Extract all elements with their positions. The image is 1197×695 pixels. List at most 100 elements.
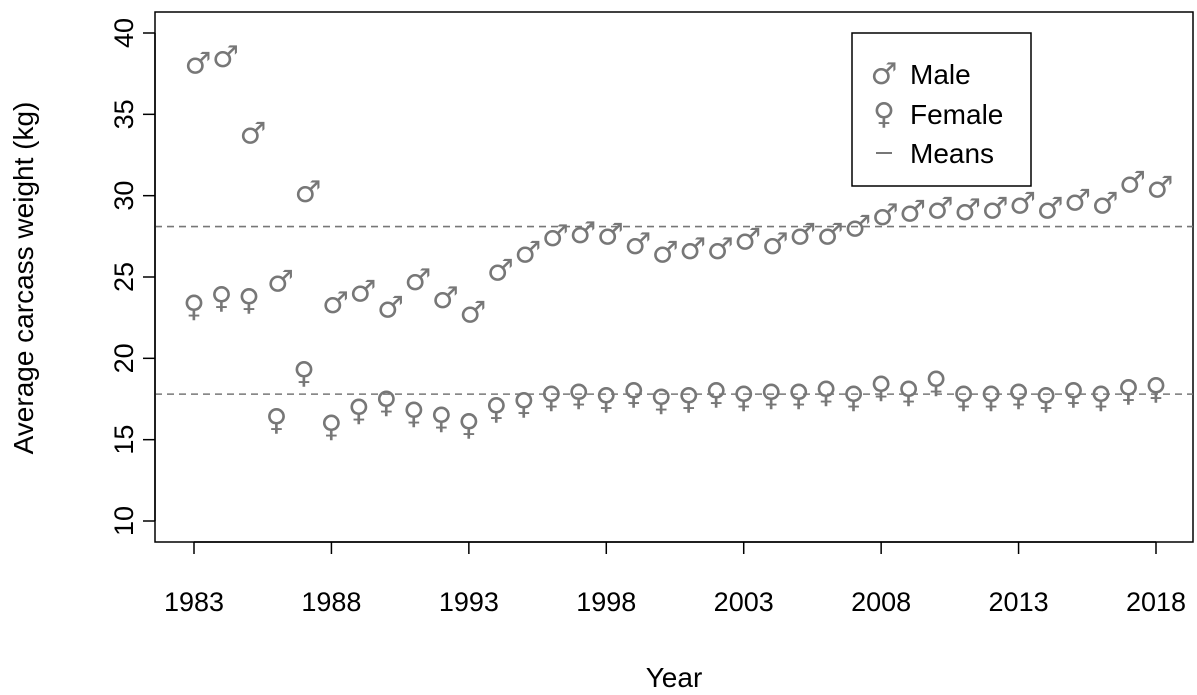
female-point: ♀ (1008, 379, 1030, 414)
male-point: ♂ (844, 209, 871, 244)
male-point: ♂ (1092, 187, 1119, 222)
female-point: ♀ (320, 410, 342, 445)
male-point: ♂ (1009, 187, 1036, 222)
legend-male-symbol: ♂ (871, 57, 898, 92)
female-point: ♀ (1118, 374, 1140, 409)
x-tick-label: 1998 (576, 587, 636, 617)
male-point: ♂ (240, 117, 267, 152)
x-tick-label: 2003 (714, 587, 774, 617)
male-point: ♂ (322, 286, 349, 321)
legend-means-label: Means (910, 138, 994, 169)
male-point: ♂ (212, 40, 239, 75)
female-point: ♀ (183, 289, 205, 324)
x-axis: 1983 1988 1993 1998 2003 2008 2013 2018 (164, 541, 1186, 617)
female-point: ♀ (870, 371, 892, 406)
male-point: ♂ (817, 217, 844, 252)
female-point: ♀ (953, 380, 975, 415)
male-point: ♂ (349, 274, 376, 309)
female-point: ♀ (403, 397, 425, 432)
male-point: ♂ (1147, 170, 1174, 205)
y-tick-label: 10 (109, 506, 139, 536)
male-point: ♂ (569, 216, 596, 251)
x-tick-label: 1983 (164, 587, 224, 617)
female-point: ♀ (485, 392, 507, 427)
y-tick-label: 40 (109, 18, 139, 48)
y-tick-label: 30 (109, 181, 139, 211)
y-tick-label: 20 (109, 343, 139, 373)
male-point: ♂ (1119, 165, 1146, 200)
y-tick-label: 35 (109, 99, 139, 129)
male-point: ♂ (762, 227, 789, 262)
plot-frame (154, 11, 1194, 543)
male-point: ♂ (1064, 183, 1091, 218)
x-tick-label: 2008 (851, 587, 911, 617)
female-point: ♀ (458, 408, 480, 443)
female-point: ♀ (568, 379, 590, 414)
male-point: ♂ (404, 263, 431, 298)
male-point: ♂ (624, 227, 651, 262)
male-point: ♂ (734, 222, 761, 257)
female-point: ♀ (788, 379, 810, 414)
male-point: ♂ (707, 232, 734, 267)
female-point: ♀ (1090, 380, 1112, 415)
male-point: ♂ (927, 191, 954, 226)
female-point: ♀ (815, 375, 837, 410)
female-point: ♀ (210, 281, 232, 316)
y-axis-label: Average carcass weight (kg) (8, 102, 39, 455)
female-point: ♀ (265, 403, 287, 438)
x-tick-label: 2018 (1126, 587, 1186, 617)
female-point: ♀ (843, 380, 865, 415)
x-tick-label: 1988 (301, 587, 361, 617)
legend-male-label: Male (910, 59, 971, 90)
male-point: ♂ (982, 191, 1009, 226)
female-point: ♀ (540, 380, 562, 415)
male-point: ♂ (652, 235, 679, 270)
female-point: ♀ (650, 384, 672, 419)
legend-female-symbol: ♀ (873, 97, 895, 132)
male-point: ♂ (487, 253, 514, 288)
female-point: ♀ (980, 380, 1002, 415)
female-point: ♀ (1035, 382, 1057, 417)
female-point: ♀ (1063, 377, 1085, 412)
legend: ♂ Male ♀ Female Means (851, 32, 1032, 187)
male-point: ♂ (789, 217, 816, 252)
legend-box (851, 32, 1032, 187)
x-axis-label: Year (646, 662, 703, 693)
female-point: ♀ (375, 385, 397, 420)
male-point: ♂ (679, 232, 706, 267)
male-point: ♂ (899, 195, 926, 230)
male-point: ♂ (514, 235, 541, 270)
male-point: ♂ (872, 198, 899, 233)
male-point: ♂ (294, 175, 321, 210)
y-axis: 10 15 20 25 30 35 40 (109, 18, 156, 536)
female-point: ♀ (348, 393, 370, 428)
male-point: ♂ (459, 296, 486, 331)
female-point: ♀ (293, 356, 315, 391)
female-point: ♀ (513, 387, 535, 422)
legend-female-label: Female (910, 99, 1003, 130)
female-point: ♀ (623, 377, 645, 412)
male-point: ♂ (267, 265, 294, 300)
female-point: ♀ (1145, 372, 1167, 407)
male-point: ♂ (377, 291, 404, 326)
female-point: ♀ (678, 382, 700, 417)
male-point: ♂ (542, 219, 569, 254)
female-point: ♀ (238, 283, 260, 318)
female-point: ♀ (595, 382, 617, 417)
female-point: ♀ (925, 366, 947, 401)
female-point: ♀ (898, 375, 920, 410)
male-point: ♂ (1037, 191, 1064, 226)
male-point: ♂ (954, 193, 981, 228)
female-point: ♀ (760, 379, 782, 414)
female-point: ♀ (705, 377, 727, 412)
female-point: ♀ (430, 402, 452, 437)
male-point: ♂ (432, 281, 459, 316)
y-tick-label: 15 (109, 425, 139, 455)
male-point: ♂ (597, 217, 624, 252)
mean-lines (155, 225, 1193, 395)
x-tick-label: 1993 (439, 587, 499, 617)
x-tick-label: 2013 (989, 587, 1049, 617)
data-points: ♂ ♂♂♂♂♂ ♂ ♂♂♂ ♂♂♂ ♂ ♂ ♂ ♂ ♂ ♂ ♂ ♂ ♂ ♂ ♂ ♂ ♂ ♂ ♂ ♂ ♂ ♂ ♂ ♂ ♂♂ ♂♀ ♀ ♀♀… (183, 40, 1173, 444)
female-point: ♀ (733, 380, 755, 415)
